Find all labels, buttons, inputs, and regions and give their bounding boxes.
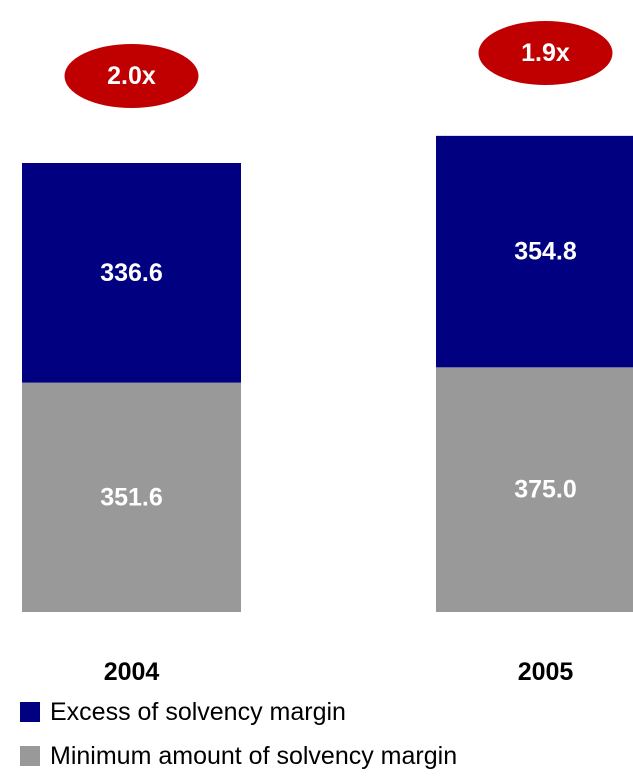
ratio-label-2005: 1.9x [521, 39, 570, 67]
legend-swatch-minimum [20, 746, 40, 766]
tick-label-2004: 2004 [104, 658, 160, 686]
data-label-excess-2005: 354.8 [514, 238, 577, 266]
legend-swatch-excess [20, 702, 40, 722]
tick-label-2005: 2005 [518, 658, 574, 686]
stacked-bar-chart: 351.6 336.6 375.0 354.8 2004 2005 2.0x 1.9x [22, 21, 633, 686]
bar-excess-2005 [436, 135, 633, 368]
data-label-excess-2004: 336.6 [100, 259, 163, 287]
ratio-badge-2005 [478, 21, 613, 85]
ratio-badge-2004 [64, 44, 199, 108]
data-label-minimum-2005: 375.0 [514, 476, 577, 504]
legend: Excess of solvency margin Minimum amount… [20, 690, 457, 778]
bar-minimum-2004 [22, 382, 241, 612]
data-label-minimum-2004: 351.6 [100, 483, 163, 511]
bar-minimum-2005 [436, 367, 633, 612]
ratio-label-2004: 2.0x [107, 62, 156, 90]
bar-excess-2004 [22, 163, 241, 383]
legend-label-minimum: Minimum amount of solvency margin [50, 741, 458, 770]
legend-item-excess: Excess of solvency margin [20, 690, 457, 734]
legend-label-excess: Excess of solvency margin [50, 697, 346, 726]
legend-item-minimum: Minimum amount of solvency margin [20, 734, 457, 778]
